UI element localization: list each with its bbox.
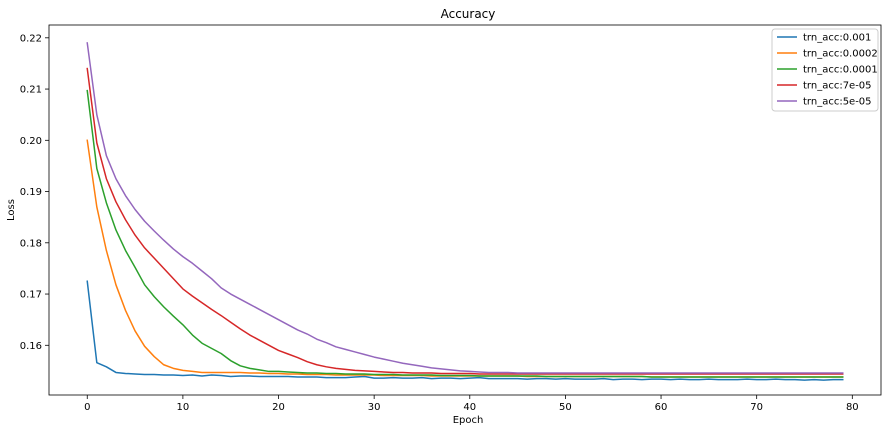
series-line-3: [86, 89, 844, 378]
y-tick-label: 0.20: [20, 136, 42, 147]
x-tick-label: 0: [84, 402, 90, 413]
series-line-1: [86, 280, 844, 381]
y-tick-label: 0.22: [20, 33, 42, 44]
x-tick-label: 60: [655, 402, 668, 413]
x-tick-label: 50: [559, 402, 572, 413]
x-tick-label: 10: [177, 402, 190, 413]
legend-label-1: trn_acc:0.001: [803, 33, 871, 44]
x-axis-label: Epoch: [453, 415, 484, 426]
series-line-4: [86, 67, 844, 375]
y-axis-ticks: 0.16 0.17 0.18 0.19 0.20 0.21 0.22: [20, 33, 49, 352]
plot-frame: [48, 24, 882, 396]
legend-label-5: trn_acc:5e-05: [803, 97, 872, 108]
chart-title: Accuracy: [441, 7, 496, 21]
y-tick-label: 0.21: [20, 85, 42, 96]
plot-series: [86, 42, 844, 381]
legend-label-4: trn_acc:7e-05: [803, 81, 872, 92]
y-axis-label: Loss: [6, 199, 17, 221]
legend: trn_acc:0.001 trn_acc:0.0002 trn_acc:0.000…: [771, 28, 879, 112]
series-line-5: [86, 42, 844, 374]
x-tick-label: 70: [750, 402, 763, 413]
y-tick-label: 0.19: [20, 187, 42, 198]
legend-box: [771, 28, 879, 112]
x-tick-label: 20: [272, 402, 285, 413]
legend-label-3: trn_acc:0.0001: [803, 65, 878, 76]
x-tick-label: 80: [846, 402, 859, 413]
x-tick-label: 30: [368, 402, 381, 413]
x-axis-ticks: 0 10 20 30 40 50 60 70 80: [84, 395, 859, 413]
legend-items: trn_acc:0.001 trn_acc:0.0002 trn_acc:0.000…: [777, 33, 878, 108]
x-tick-label: 40: [463, 402, 476, 413]
y-tick-label: 0.16: [20, 341, 42, 352]
y-tick-label: 0.17: [20, 290, 42, 301]
y-tick-label: 0.18: [20, 238, 42, 249]
legend-label-2: trn_acc:0.0002: [803, 49, 878, 60]
